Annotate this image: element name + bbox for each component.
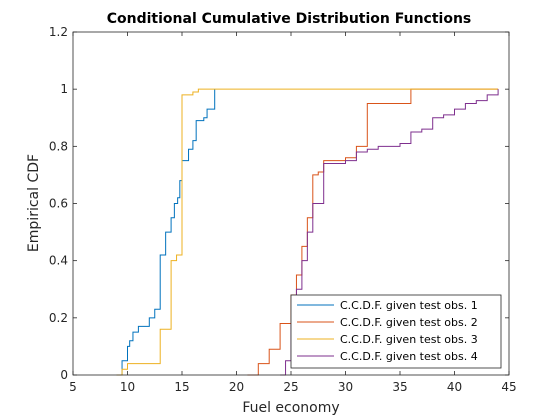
legend-label-3: C.C.D.F. given test obs. 3: [340, 333, 478, 346]
x-tick-label: 15: [174, 380, 189, 394]
y-tick-label: 0.4: [49, 254, 68, 268]
x-tick-label: 10: [120, 380, 135, 394]
legend-label-2: C.C.D.F. given test obs. 2: [340, 316, 478, 329]
x-tick-label: 20: [229, 380, 244, 394]
y-tick-label: 1: [60, 82, 68, 96]
x-tick-label: 35: [392, 380, 407, 394]
series-line-1: [116, 89, 216, 376]
x-axis-label: Fuel economy: [242, 400, 339, 416]
legend: C.C.D.F. given test obs. 1 C.C.D.F. given…: [290, 294, 502, 369]
legend-label-1: C.C.D.F. given test obs. 1: [340, 299, 478, 312]
x-tick-label: 40: [447, 380, 462, 394]
y-tick-label: 1.2: [49, 25, 68, 39]
series-line-2: [247, 88, 499, 376]
tick-layer: 5 10 15 20 25 30 35 40 45 0 0.2 0.4 0.6 0.8 1 1.2: [49, 25, 517, 394]
y-axis-label: Empirical CDF: [26, 154, 42, 252]
y-tick-label: 0: [60, 368, 68, 382]
chart-title: Conditional Cumulative Distribution Func…: [107, 11, 472, 27]
x-tick-label: 30: [338, 380, 353, 394]
x-tick-label: 25: [283, 380, 298, 394]
y-tick-label: 0.2: [49, 311, 68, 325]
legend-label-4: C.C.D.F. given test obs. 4: [340, 350, 478, 363]
series-line-3: [116, 88, 499, 376]
series-layer: [116, 88, 499, 376]
x-tick-label: 5: [69, 380, 77, 394]
series-line-4: [280, 89, 499, 376]
y-tick-label: 0.6: [49, 197, 68, 211]
y-tick-label: 0.8: [49, 139, 68, 153]
x-tick-label: 45: [501, 380, 516, 394]
